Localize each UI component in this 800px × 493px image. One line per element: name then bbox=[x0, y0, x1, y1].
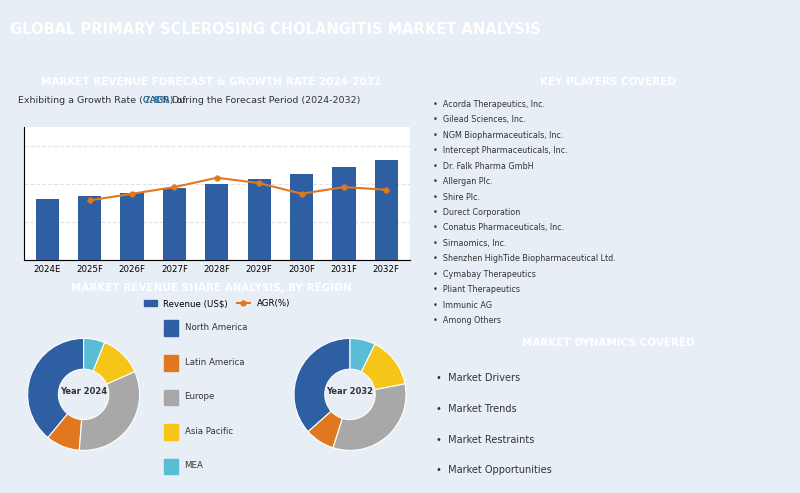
Bar bbox=[36, 200, 59, 260]
Legend: Revenue (US$), AGR(%): Revenue (US$), AGR(%) bbox=[140, 296, 294, 312]
Text: •  Market Drivers: • Market Drivers bbox=[436, 373, 520, 383]
Bar bbox=[164, 424, 178, 440]
Text: •  Intercept Pharmaceuticals, Inc.: • Intercept Pharmaceuticals, Inc. bbox=[434, 146, 568, 155]
Wedge shape bbox=[350, 338, 375, 372]
Text: MEA: MEA bbox=[185, 461, 203, 470]
Text: •  Dr. Falk Pharma GmbH: • Dr. Falk Pharma GmbH bbox=[434, 162, 534, 171]
Bar bbox=[164, 355, 178, 371]
Wedge shape bbox=[79, 372, 139, 451]
Bar bbox=[205, 184, 229, 260]
Text: •  Acorda Therapeutics, Inc.: • Acorda Therapeutics, Inc. bbox=[434, 100, 546, 109]
Bar bbox=[164, 389, 178, 405]
Text: GLOBAL PRIMARY SCLEROSING CHOLANGITIS MARKET ANALYSIS: GLOBAL PRIMARY SCLEROSING CHOLANGITIS MA… bbox=[10, 22, 540, 37]
Bar bbox=[121, 193, 144, 260]
Wedge shape bbox=[28, 338, 83, 438]
Wedge shape bbox=[294, 338, 350, 432]
Wedge shape bbox=[361, 344, 405, 389]
Text: •  Sirnaomics, Inc.: • Sirnaomics, Inc. bbox=[434, 239, 507, 248]
Bar bbox=[162, 188, 186, 260]
Text: KEY PLAYERS COVERED: KEY PLAYERS COVERED bbox=[540, 77, 676, 87]
Text: •  Among Others: • Among Others bbox=[434, 316, 502, 325]
Wedge shape bbox=[48, 414, 82, 450]
Text: Asia Pacific: Asia Pacific bbox=[185, 427, 233, 436]
Text: Europe: Europe bbox=[185, 392, 215, 401]
Text: •  Market Restraints: • Market Restraints bbox=[436, 435, 534, 445]
Text: •  Gilead Sciences, Inc.: • Gilead Sciences, Inc. bbox=[434, 115, 526, 124]
Wedge shape bbox=[308, 411, 342, 448]
Text: During the Forecast Period (2024-2032): During the Forecast Period (2024-2032) bbox=[169, 96, 361, 105]
Text: Year 2032: Year 2032 bbox=[326, 387, 374, 396]
Wedge shape bbox=[333, 384, 406, 451]
Text: •  Shire Plc.: • Shire Plc. bbox=[434, 193, 481, 202]
Text: •  Cymabay Therapeutics: • Cymabay Therapeutics bbox=[434, 270, 536, 279]
Wedge shape bbox=[93, 343, 134, 384]
Bar bbox=[332, 167, 355, 260]
Text: •  Durect Corporation: • Durect Corporation bbox=[434, 208, 521, 217]
Text: •  Conatus Pharmaceuticals, Inc.: • Conatus Pharmaceuticals, Inc. bbox=[434, 223, 565, 232]
Text: Year 2024: Year 2024 bbox=[60, 387, 107, 396]
Bar bbox=[164, 459, 178, 474]
Text: •  Pliant Therapeutics: • Pliant Therapeutics bbox=[434, 285, 521, 294]
Text: •  NGM Biopharmaceuticals, Inc.: • NGM Biopharmaceuticals, Inc. bbox=[434, 131, 564, 140]
Text: •  Allergan Plc.: • Allergan Plc. bbox=[434, 177, 494, 186]
Text: •  Market Opportunities: • Market Opportunities bbox=[436, 465, 551, 475]
Bar bbox=[164, 320, 178, 336]
Text: MARKET DYNAMICS COVERED: MARKET DYNAMICS COVERED bbox=[522, 338, 694, 348]
Text: Exhibiting a Growth Rate (CAGR) of: Exhibiting a Growth Rate (CAGR) of bbox=[18, 96, 188, 105]
Text: •  Market Trends: • Market Trends bbox=[436, 404, 517, 414]
Bar bbox=[290, 174, 314, 260]
Text: MARKET REVENUE SHARE ANALYSIS, BY REGION: MARKET REVENUE SHARE ANALYSIS, BY REGION bbox=[71, 283, 352, 293]
Text: Latin America: Latin America bbox=[185, 357, 244, 366]
Text: •  Immunic AG: • Immunic AG bbox=[434, 301, 493, 310]
Text: •  Shenzhen HighTide Biopharmaceutical Ltd.: • Shenzhen HighTide Biopharmaceutical Lt… bbox=[434, 254, 616, 263]
Bar bbox=[247, 178, 271, 260]
Text: 7.8%: 7.8% bbox=[143, 96, 170, 105]
Bar bbox=[374, 161, 398, 260]
Wedge shape bbox=[84, 338, 105, 371]
Text: MARKET REVENUE FORECAST & GROWTH RATE 2024-2032: MARKET REVENUE FORECAST & GROWTH RATE 20… bbox=[42, 77, 382, 87]
Bar bbox=[78, 196, 102, 260]
Text: North America: North America bbox=[185, 323, 247, 332]
